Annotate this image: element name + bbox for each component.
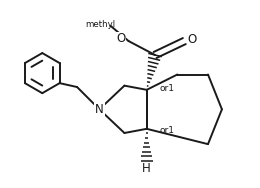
Text: H: H bbox=[142, 162, 151, 175]
Text: methyl: methyl bbox=[86, 20, 116, 29]
Text: or1: or1 bbox=[159, 126, 174, 135]
Text: O: O bbox=[187, 33, 197, 46]
Text: N: N bbox=[95, 103, 104, 116]
Text: or1: or1 bbox=[159, 84, 174, 93]
Text: O: O bbox=[116, 32, 125, 45]
